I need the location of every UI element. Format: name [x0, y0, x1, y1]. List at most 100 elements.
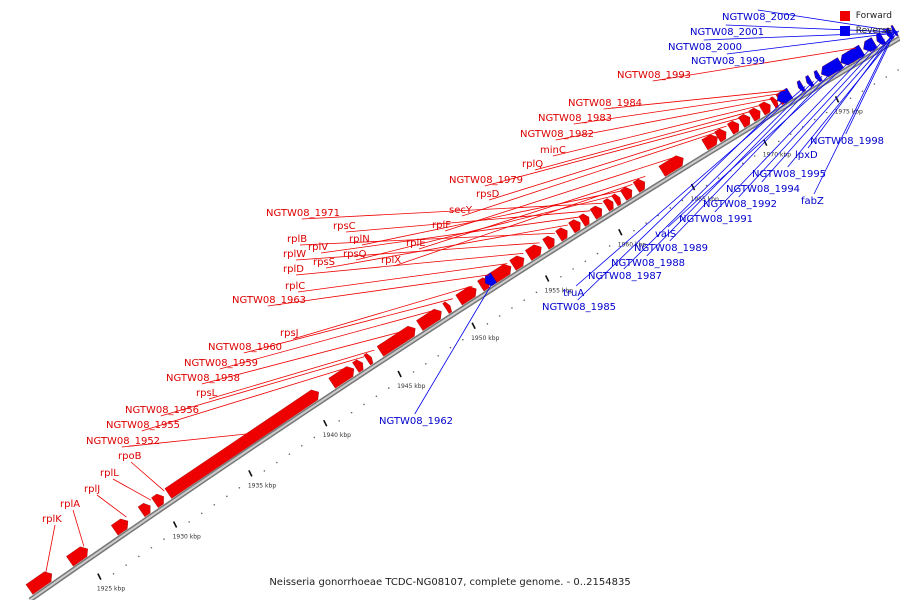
label-ngtw08-1983: NGTW08_1983 [538, 113, 612, 124]
axis-tick-mark [97, 573, 102, 580]
gene-rple[interactable] [632, 177, 648, 193]
axis-minor-dot [511, 307, 513, 309]
axis-minor-dot [350, 411, 353, 414]
gene-rplq[interactable] [738, 112, 753, 128]
leader-ngtw08-1987 [623, 81, 814, 270]
gene-ngtw08-1982[interactable] [758, 100, 774, 116]
label-rpsd: rpsD [476, 189, 500, 200]
label-rple: rplE [406, 238, 426, 249]
gene-rpsq[interactable] [602, 197, 616, 212]
leader-ngtw08-1999 [726, 32, 896, 55]
leader-ngtw08-1979 [484, 117, 740, 187]
label-ngtw08-2001: NGTW08_2001 [690, 27, 764, 38]
label-ngtw08-1962: NGTW08_1962 [379, 416, 453, 427]
gene-rplj[interactable] [110, 516, 131, 536]
label-rpsj: rpsJ [280, 328, 299, 339]
axis-minor-dot [338, 420, 340, 422]
gene-rplv[interactable] [568, 217, 583, 234]
gene-rplx[interactable] [619, 185, 635, 201]
gene-ngtw08-1971[interactable] [589, 204, 605, 220]
gene-rpll[interactable] [137, 501, 154, 517]
leader-rple [418, 175, 646, 250]
leader-rplq [534, 111, 751, 171]
leader-rpln [361, 190, 623, 246]
track-highlight [29, 37, 900, 600]
leader-ngtw08-1962 [414, 279, 495, 415]
gene-rpob[interactable] [151, 492, 167, 508]
axis-minor-dot [125, 564, 127, 566]
axis-tick-mark [172, 521, 178, 528]
gene-ngtw08-1956[interactable] [352, 358, 366, 373]
axis-minor-dot [572, 268, 574, 270]
gene-trua[interactable] [795, 80, 806, 93]
gene-ngtw08-1952[interactable] [164, 387, 322, 499]
gene-rplb[interactable] [542, 234, 558, 250]
label-rpsq: rpsQ [343, 249, 367, 260]
axis-minor-dot [523, 299, 526, 301]
axis-minor-dot [633, 229, 635, 232]
label-ngtw08-1995: NGTW08_1995 [752, 169, 826, 180]
leader-ngtw08-1991 [714, 45, 874, 213]
axis-tick-label: 1965 kbp [691, 196, 719, 203]
gene-rpla[interactable] [66, 544, 91, 567]
axis-minor-dot [188, 521, 190, 523]
gene-ngtw08-1988[interactable] [812, 69, 823, 83]
label-rpld: rplD [283, 264, 304, 275]
axis-tick-label: 1940 kbp [323, 432, 351, 439]
figure-caption: Neisseria gonorrhoeae TCDC-NG08107, comp… [269, 577, 631, 588]
label-ngtw08-1987: NGTW08_1987 [588, 271, 662, 282]
axis-minor-dot [137, 555, 140, 558]
leader-rplb [299, 232, 555, 246]
gene-rpld[interactable] [509, 253, 528, 271]
gene-rplk[interactable] [25, 569, 55, 595]
leader-rpsl [208, 349, 375, 400]
gene-ngtw08-1979[interactable] [727, 119, 742, 135]
gene-ngtw08-1958[interactable] [376, 323, 419, 357]
axis-minor-dot [885, 76, 888, 78]
leader-ngtw08-1983 [573, 93, 780, 125]
label-ngtw08-1971: NGTW08_1971 [266, 208, 340, 219]
leader-ngtw08-1955 [141, 367, 349, 432]
gene-rpsd[interactable] [714, 127, 729, 143]
label-rpob: rpoB [118, 451, 142, 462]
axis-minor-dot [498, 315, 501, 317]
gene-ngtw08-1989[interactable] [818, 57, 844, 80]
leader-rplf [444, 155, 678, 232]
axis-minor-dot [301, 444, 303, 447]
gene-rpsc[interactable] [578, 212, 592, 227]
axis-minor-dot [112, 573, 115, 575]
axis-tick-mark [763, 139, 768, 147]
label-ngtw08-1958: NGTW08_1958 [166, 373, 240, 384]
gene-secy[interactable] [701, 132, 721, 151]
axis-tick-mark [618, 228, 623, 236]
gene-rpss[interactable] [555, 226, 570, 242]
axis-minor-dot [363, 403, 365, 406]
gene-rpsl[interactable] [363, 352, 375, 366]
gene-ngtw08-1987[interactable] [804, 75, 815, 88]
leader-rpss [325, 224, 568, 269]
axis-minor-dot [741, 162, 744, 165]
axis-minor-dot [825, 111, 828, 114]
axis-minor-dot [412, 371, 415, 373]
label-rpsc: rpsC [333, 221, 356, 232]
axis-minor-dot [313, 436, 316, 439]
gene-rplw[interactable] [524, 242, 544, 261]
leader-ngtw08-2001 [725, 24, 897, 33]
label-rpln: rplN [349, 234, 370, 245]
gene-rpln[interactable] [611, 192, 624, 207]
leader-ngtw08-1956 [160, 356, 365, 417]
axis-minor-dot [861, 90, 864, 92]
leader-minc [552, 104, 761, 157]
axis-tick-label: 1950 kbp [471, 335, 499, 342]
leader-ngtw08-2000 [703, 32, 896, 41]
gene-ngtw08-1962[interactable] [482, 272, 498, 289]
label-ngtw08-1963: NGTW08_1963 [232, 295, 306, 306]
gene-ngtw08-1983[interactable] [769, 96, 780, 109]
label-ngtw08-1994: NGTW08_1994 [726, 184, 800, 195]
gene-minc[interactable] [748, 106, 764, 122]
gene-vals[interactable] [838, 44, 866, 68]
axis-tick-mark [248, 469, 253, 477]
gene-ngtw08-1960[interactable] [442, 301, 454, 314]
leader-secy [461, 132, 717, 217]
